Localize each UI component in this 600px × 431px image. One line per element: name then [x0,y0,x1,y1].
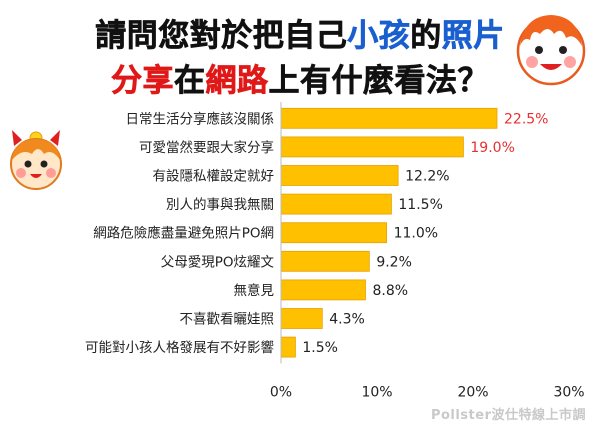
title-line-2: 分享在網路上有什麼看法？ [0,55,600,100]
bar [280,165,399,186]
x-tick-label: 30% [553,384,584,400]
value-label: 8.8% [372,283,408,299]
category-label: 無意見 [234,282,275,299]
title-segment: 小孩 [347,18,411,55]
bar [280,250,370,272]
source-watermark: Pollster波仕特線上市調 [430,408,586,423]
category-label: 別人的事與我無關 [166,197,274,213]
boy-face-icon [516,15,586,86]
title-segment: 照片 [441,18,505,55]
value-label: 12.2% [405,169,449,185]
category-label: 可能對小孩人格發展有不好影響 [85,339,274,356]
bar [280,336,296,358]
value-label: 4.3% [329,312,365,328]
x-tick-label: 0% [270,384,292,400]
value-label: 22.5% [504,111,548,127]
title-segment: 在 [174,63,206,100]
category-label: 父母愛現PO炫耀文 [161,254,275,270]
bar [280,308,323,329]
category-label: 網路危險應盡量避免照片PO網 [93,225,274,242]
x-tick-label: 10% [361,384,392,400]
bar [280,136,464,158]
value-label: 9.2% [376,254,412,270]
title-line-1: 請問您對於把自己小孩的照片 [0,10,600,55]
category-label: 有設隱私權設定就好 [153,169,275,185]
category-label: 日常生活分享應該沒關係 [126,110,275,127]
bar [280,107,498,129]
bar [280,193,392,215]
value-label: 1.5% [302,340,338,356]
value-label: 11.0% [394,226,438,242]
category-label: 不喜歡看曬娃照 [180,312,275,328]
x-tick-label: 20% [457,384,488,400]
title-segment: 網路 [205,63,269,100]
title-segment: 的 [410,18,442,55]
title-segment: 請問您對於把自己 [95,18,348,55]
title-segment: 上有什麼看法？ [268,63,489,100]
bar [280,222,387,244]
girl-face-icon [10,130,62,190]
bar [280,279,366,301]
value-label: 19.0% [470,140,514,156]
title-segment: 分享 [111,63,174,100]
value-label: 11.5% [398,197,442,213]
category-label: 可愛當然要跟大家分享 [139,139,274,156]
